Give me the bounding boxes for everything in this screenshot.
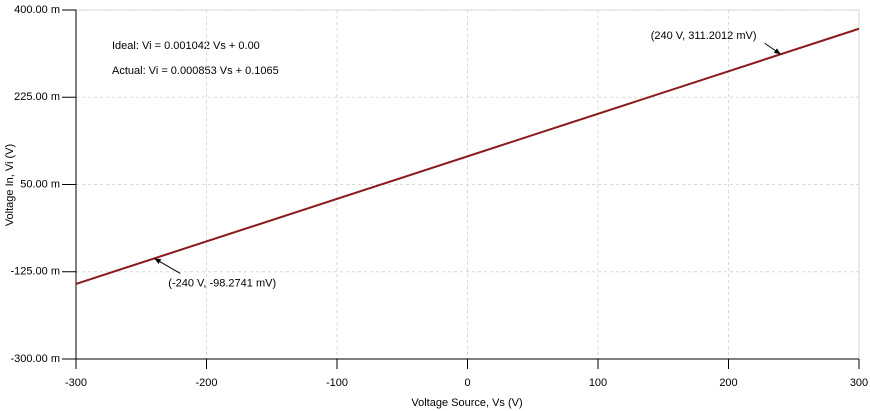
x-tick-label: 300 (850, 377, 868, 389)
x-tick-label: 0 (464, 377, 470, 389)
x-tick-label: -100 (326, 377, 348, 389)
equation: Actual: Vi = 0.000853 Vs + 0.1065 (112, 65, 279, 77)
y-tick-label: -300.00 m (10, 353, 60, 365)
y-axis-title: Voltage In, Vi (V) (4, 144, 16, 226)
x-tick-label: 100 (589, 377, 607, 389)
annotation: (240 V, 311.2012 mV) (651, 30, 757, 42)
y-tick-label: 50.00 m (20, 178, 60, 190)
y-tick-label: -125.00 m (10, 266, 60, 278)
annotation-arrowhead (154, 258, 162, 265)
x-tick-label: -200 (195, 377, 217, 389)
x-tick-label: 200 (719, 377, 737, 389)
equation: Ideal: Vi = 0.001042 Vs + 0.00 (112, 40, 260, 52)
annotation-arrowhead (773, 48, 781, 55)
x-tick-label: -300 (65, 377, 87, 389)
annotation: (-240 V, -98.2741 mV) (168, 277, 276, 289)
y-tick-label: 225.00 m (14, 91, 60, 103)
y-tick-label: 400.00 m (14, 4, 60, 16)
series-line (75, 27, 860, 285)
x-axis-title: Voltage Source, Vs (V) (411, 397, 522, 409)
